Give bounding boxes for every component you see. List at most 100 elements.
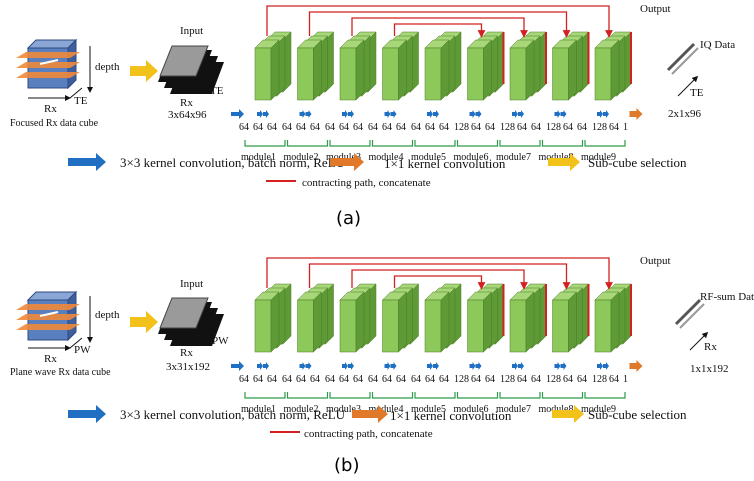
input-dims-b: 3x31x192 (166, 361, 210, 373)
conv3-arrow (348, 362, 354, 370)
legend-conv3-arrow-b (68, 405, 106, 423)
skip-connection (351, 17, 528, 38)
conv3-arrow (433, 362, 439, 370)
channel-label: 64 (325, 122, 335, 133)
module-label: module5 (411, 152, 446, 163)
module-bracket (414, 140, 456, 147)
conv3-arrow (475, 110, 482, 118)
skip-connection (351, 269, 528, 290)
channel-label: 64 (563, 374, 573, 385)
channel-label: 64 (282, 374, 292, 385)
module-label: module6 (454, 404, 489, 415)
conv3-arrow (427, 110, 433, 118)
channel-label: 64 (563, 122, 573, 133)
module-bracket (329, 392, 371, 399)
cube-te-label: TE (74, 95, 88, 107)
channel-label: 64 (609, 374, 619, 385)
channel-label: 128 (500, 374, 515, 385)
channel-label: 64 (425, 122, 435, 133)
channel-label: 64 (577, 122, 587, 133)
module-block-2 (286, 283, 335, 399)
channel-label: 64 (353, 122, 363, 133)
conv3-arrow (305, 110, 312, 118)
skip-connection (393, 275, 486, 290)
output-te: TE (690, 87, 704, 99)
pw-axis (69, 337, 83, 349)
module-bracket (456, 392, 499, 399)
conv3-arrow (384, 110, 391, 118)
plane-wave-rx-data-cube (16, 290, 80, 342)
conv3-arrow (554, 110, 561, 118)
module-block-6 (456, 31, 505, 147)
channel-label: 64 (531, 374, 541, 385)
output-rx-arrow (689, 331, 709, 351)
channel-label: 64 (339, 122, 349, 133)
channel-label: 64 (517, 122, 527, 133)
conv3-arrow (597, 362, 603, 370)
input-stack (158, 45, 224, 94)
module-bracket (541, 392, 584, 399)
channel-label: 64 (396, 122, 406, 133)
output-title: Output (640, 3, 671, 15)
module-label: module9 (581, 404, 616, 415)
module-block-1 (244, 283, 292, 399)
skip-connection (266, 5, 613, 38)
channel-label: 64 (253, 122, 263, 133)
conv3-arrow (342, 110, 348, 118)
cube-rx-label-b: Rx (44, 353, 57, 365)
legend-conv1: 1×1 kernel convolution (384, 156, 506, 171)
channel-label: 64 (382, 122, 392, 133)
channel-labels-a: 64 64 64 64 64 64 64 64 64 64 64 64 64 64 64 128 64 64 128… (239, 122, 628, 133)
conv3-arrow (257, 110, 263, 118)
cube-caption-b: Plane wave Rx data cube (10, 367, 111, 378)
legend-conv1-arrow (330, 153, 364, 171)
legend-a: 3×3 kernel convolution, batch norm, ReLU… (68, 153, 687, 189)
module-label: module3 (326, 152, 361, 163)
module-block-5 (414, 31, 462, 147)
module-bracket (286, 140, 329, 147)
module-block-7 (499, 31, 547, 147)
module-label: module7 (496, 152, 531, 163)
module-block-9 (584, 31, 632, 147)
channel-label: 64 (471, 122, 481, 133)
module-block-7 (499, 283, 547, 399)
module-bracket (329, 140, 371, 147)
output-te-arrow (677, 75, 699, 97)
skip-connection (393, 23, 486, 38)
channel-label: 64 (296, 374, 306, 385)
conv3-arrow (299, 110, 306, 118)
conv3-arrow (603, 110, 609, 118)
channel-label: 64 (396, 374, 406, 385)
input-te-label: TE (210, 85, 224, 97)
conv3-arrow (342, 362, 348, 370)
input-rx-label: Rx (180, 97, 193, 109)
module-block-6 (456, 283, 505, 399)
caption-b: (b) (334, 455, 359, 476)
output-name: IQ Data (700, 39, 735, 51)
channel-label: 64 (267, 122, 277, 133)
caption-a: (a) (336, 208, 361, 229)
channel-label: 128 (546, 122, 561, 133)
legend-conv3: 3×3 kernel convolution, batch norm, ReLU (120, 155, 346, 170)
channel-label: 64 (531, 122, 541, 133)
channel-label: 128 (546, 374, 561, 385)
channel-label: 64 (239, 374, 249, 385)
cube-pw-label: PW (74, 344, 91, 356)
skip-connection (266, 257, 613, 290)
module-label: module2 (284, 152, 319, 163)
channel-label: 64 (382, 374, 392, 385)
subcube-arrow (130, 60, 158, 82)
channel-label: 64 (368, 374, 378, 385)
channel-label: 1 (623, 122, 628, 133)
channel-label: 64 (517, 374, 527, 385)
channel-label: 64 (239, 122, 249, 133)
conv3-arrow (390, 362, 397, 370)
panel-b: depth Rx PW Plane wave Rx data cube Inpu… (10, 255, 754, 476)
module-bracket (499, 392, 541, 399)
cube-depth-label-b: depth (95, 309, 120, 321)
module-bracket (456, 140, 499, 147)
channel-label: 64 (310, 122, 320, 133)
legend-conv1-arrow-b (352, 405, 388, 423)
output-title-b: Output (640, 255, 671, 267)
